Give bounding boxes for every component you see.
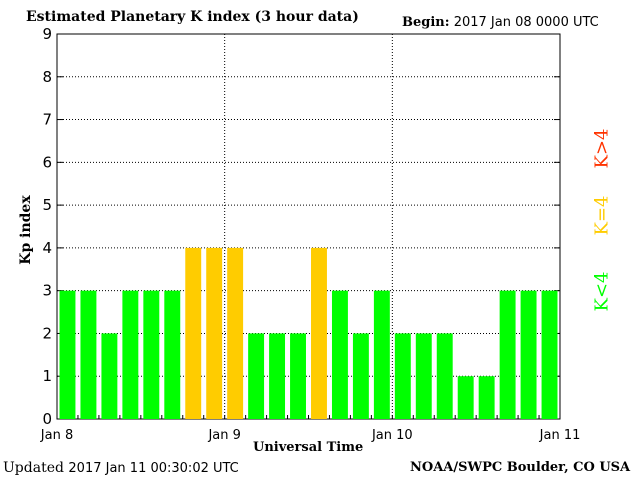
- kp-bar: [143, 290, 160, 419]
- kp-bar: [80, 290, 97, 419]
- kp-bar: [185, 247, 202, 419]
- kp-bar: [373, 290, 390, 419]
- x-axis-label: Universal Time: [253, 440, 364, 455]
- kp-bar: [331, 290, 348, 419]
- kp-bar: [499, 290, 516, 419]
- kp-bar: [59, 290, 76, 419]
- kp-bar: [415, 333, 432, 419]
- kp-bar: [269, 333, 286, 419]
- begin-value: 2017 Jan 08 0000 UTC: [453, 15, 599, 30]
- chart-title: Estimated Planetary K index (3 hour data…: [26, 9, 359, 25]
- x-tick-label: Jan 11: [539, 428, 581, 443]
- kp-bar: [290, 333, 306, 419]
- y-axis-label: Kp index: [18, 195, 34, 265]
- kp-bar: [164, 290, 181, 419]
- kp-bar: [122, 290, 139, 419]
- begin-time: Begin: 2017 Jan 08 0000 UTC: [402, 15, 599, 30]
- begin-label: Begin:: [402, 15, 450, 30]
- y-tick-label: 8: [42, 68, 52, 86]
- y-tick-label: 2: [42, 324, 52, 342]
- kp-bar: [227, 247, 244, 419]
- y-tick-label: 4: [42, 239, 52, 257]
- kp-bar: [541, 290, 558, 419]
- kp-bar: [394, 333, 411, 419]
- kp-bar: [457, 376, 474, 419]
- y-tick-label: 9: [42, 25, 52, 43]
- kp-bar: [248, 333, 265, 419]
- kp-bar: [206, 247, 223, 419]
- y-tick-label: 1: [42, 367, 52, 385]
- y-tick-label: 0: [42, 410, 52, 428]
- kp-bar: [352, 333, 369, 419]
- y-tick-label: 5: [42, 196, 52, 214]
- x-tick-label: Jan 9: [207, 428, 240, 443]
- legend-k-equal-4: K=4: [591, 195, 613, 236]
- updated-label: Updated: [3, 460, 64, 476]
- y-tick-label: 3: [42, 282, 52, 300]
- kp-bar: [436, 333, 453, 419]
- kp-bar: [101, 333, 118, 419]
- credit-text: NOAA/SWPC Boulder, CO USA: [410, 460, 631, 475]
- x-tick-label: Jan 10: [371, 428, 413, 443]
- updated-value: 2017 Jan 11 00:30:02 UTC: [68, 461, 239, 476]
- y-tick-label: 7: [42, 111, 52, 129]
- x-tick-label: Jan 8: [40, 428, 73, 443]
- y-tick-label: 6: [42, 153, 52, 171]
- legend-k-greater-4: K>4: [591, 128, 613, 169]
- kp-bar: [520, 290, 537, 419]
- updated-timestamp: Updated 2017 Jan 11 00:30:02 UTC: [3, 460, 239, 476]
- kp-bar: [478, 376, 495, 419]
- kp-bar: [311, 247, 327, 419]
- legend-k-less-4: K<4: [591, 271, 613, 312]
